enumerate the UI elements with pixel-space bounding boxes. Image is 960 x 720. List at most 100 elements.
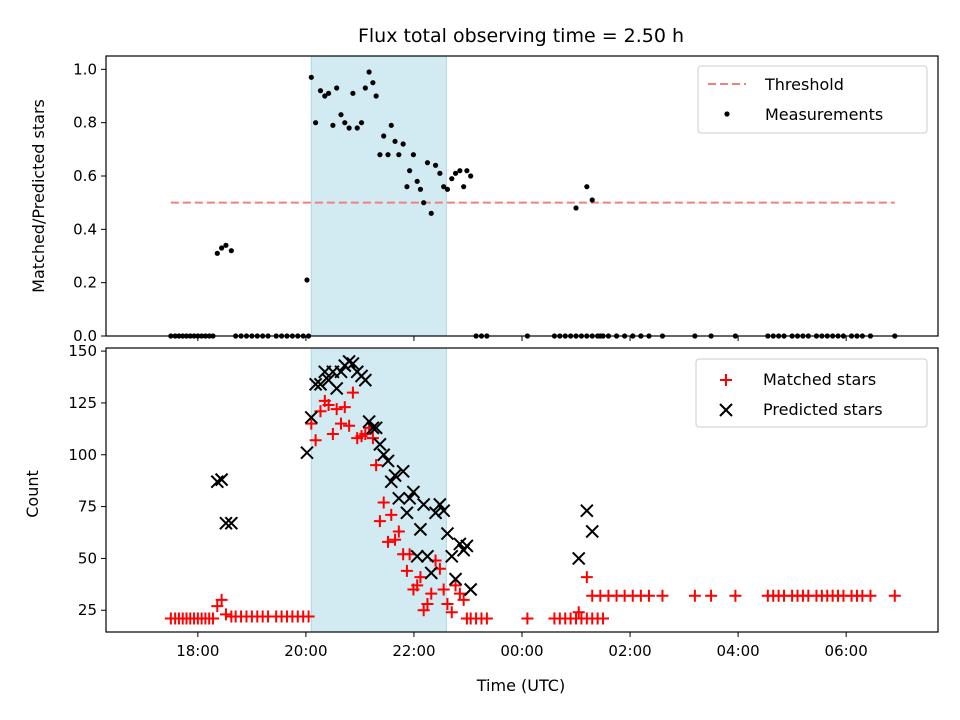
measurement-point: [377, 152, 383, 158]
legend-predicted-label: Predicted stars: [763, 400, 883, 419]
predicted-stars-point: [358, 373, 373, 387]
y-tick-label: 150: [68, 342, 97, 360]
y-tick-label: 50: [78, 549, 97, 567]
measurement-point: [330, 122, 336, 128]
measurement-point: [322, 93, 328, 99]
matched-stars-point: [377, 496, 390, 509]
x-tick-label: 02:00: [608, 642, 651, 660]
matched-stars-point: [425, 587, 438, 600]
measurement-point: [589, 197, 595, 203]
matched-stars-point: [414, 571, 427, 584]
predicted-stars-point: [366, 421, 380, 435]
matched-stars-point: [366, 432, 379, 445]
predicted-stars-point: [424, 566, 438, 580]
ratio-y-ticks: 0.0 0.2 0.4 0.6 0.8 1.0: [73, 60, 106, 345]
measurement-point: [573, 205, 579, 211]
measurement-point: [468, 173, 474, 179]
x-tick-label: 00:00: [500, 642, 543, 660]
ratio-y-axis-label: Matched/Predicted stars: [29, 99, 48, 293]
count-legend: Matched stars Predicted stars: [695, 358, 928, 428]
observing-span: [310, 347, 447, 633]
measurement-point: [308, 74, 314, 80]
measurement-point: [414, 178, 420, 184]
measurement-point: [362, 85, 368, 91]
measurement-point: [219, 245, 225, 251]
measurement-point: [428, 210, 434, 216]
matched-stars-point: [359, 428, 372, 441]
predicted-stars-point: [580, 504, 594, 518]
predicted-stars-point: [460, 539, 474, 553]
y-tick-label: 0.6: [73, 167, 97, 185]
measurement-point: [346, 125, 352, 131]
matched-stars-point: [864, 589, 877, 602]
measurement-point: [407, 168, 413, 174]
measurement-point: [461, 184, 467, 190]
measurement-point: [392, 138, 398, 144]
matched-stars-point: [403, 548, 416, 561]
matched-stars-point: [445, 606, 458, 619]
legend-predicted-swatch: [719, 403, 733, 417]
x-tick-label: 06:00: [825, 642, 868, 660]
predicted-stars-point: [406, 485, 421, 499]
measurement-point: [449, 176, 455, 182]
matched-stars-point: [309, 434, 322, 447]
matched-stars-point: [219, 608, 232, 621]
legend-measurements-swatch: [724, 111, 730, 117]
measurement-point: [381, 133, 387, 139]
matched-stars-point: [449, 579, 462, 592]
matched-stars-point: [705, 589, 718, 602]
predicted-stars-point: [585, 524, 599, 539]
legend-matched-swatch: [720, 374, 732, 386]
matched-stars-point: [211, 600, 224, 613]
matched-stars-point: [346, 386, 359, 399]
matched-stars-point: [322, 399, 335, 412]
legend-measurements-label: Measurements: [765, 105, 883, 124]
matched-stars-point: [335, 417, 348, 430]
count-y-axis-label: Count: [23, 470, 42, 518]
measurement-point: [313, 120, 319, 126]
measurement-point: [457, 168, 463, 174]
measurement-point: [396, 152, 402, 158]
predicted-stars-point: [396, 464, 410, 479]
matched-stars-point: [441, 598, 454, 611]
measurement-point: [404, 184, 410, 190]
predicted-stars-point: [384, 475, 398, 489]
matched-stars-point: [370, 459, 383, 472]
measurement-point: [370, 80, 376, 86]
predicted-stars-point: [420, 549, 435, 564]
predicted-stars-point: [463, 582, 478, 597]
ratio-panel: 0.0 0.2 0.4 0.6 0.8 1.0 Matched/Predicted sta…: [29, 55, 939, 345]
predicted-stars-point: [369, 421, 383, 435]
count-legend-box: [695, 358, 928, 428]
matched-stars-point: [580, 571, 593, 584]
matched-stars-point: [400, 564, 413, 577]
predicted-stars-point: [334, 365, 348, 379]
predicted-stars-point: [410, 549, 424, 564]
measurement-point: [223, 242, 229, 248]
count-x-ticks: 18:00 20:00 22:00 00:00 02:00 04:00 06:00: [176, 632, 868, 660]
matched-stars-point: [385, 508, 398, 521]
ratio-x-ticks: [197, 336, 847, 341]
matched-stars-point: [572, 606, 585, 619]
measurement-point: [358, 120, 365, 126]
predicted-stars-point: [304, 410, 319, 425]
x-tick-label: 20:00: [284, 642, 327, 660]
measurement-point: [317, 88, 324, 94]
measurement-point: [366, 69, 372, 75]
count-y-ticks: 25 50 75 100 125 150: [68, 342, 106, 619]
matched-stars-point: [597, 612, 610, 625]
count-panel: 18:00 20:00 22:00 00:00 02:00 04:00 06:00 25 50…: [23, 342, 939, 695]
measurement-point: [304, 277, 310, 283]
predicted-stars-point: [346, 356, 360, 371]
matched-stars-point: [343, 419, 356, 432]
predicted-stars-point: [416, 497, 431, 512]
predicted-stars-point: [313, 377, 328, 391]
measurement-point: [350, 90, 356, 96]
matched-stars-point: [206, 612, 219, 625]
x-tick-label: 04:00: [716, 642, 759, 660]
measurement-point: [388, 122, 394, 128]
matched-stars-point: [411, 579, 424, 592]
measurement-point: [400, 141, 406, 147]
predicted-stars-point: [219, 516, 233, 530]
